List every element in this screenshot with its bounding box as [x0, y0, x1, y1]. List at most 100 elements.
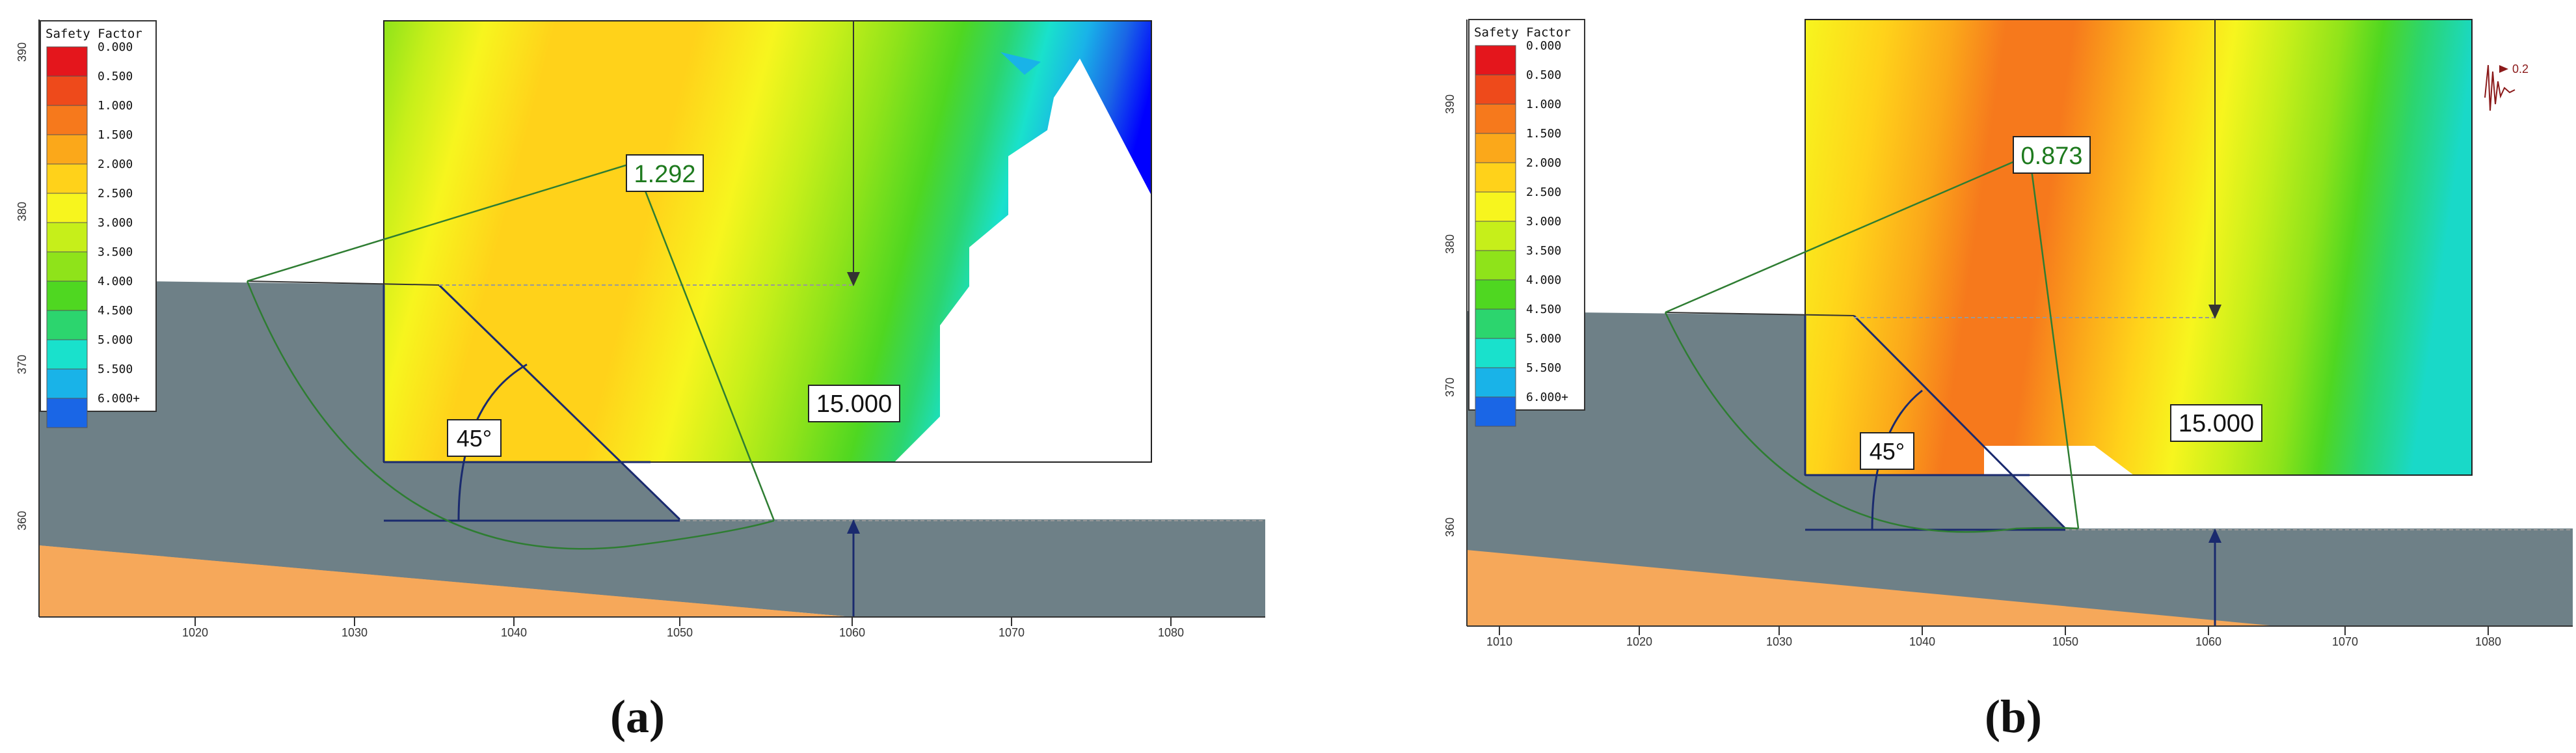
min-factor-label: 1.292 — [634, 161, 695, 188]
panel-b: 0.873 45° 15.000 0.2 1010 1020 1030 1040… — [1443, 19, 2573, 743]
x-tick-label: 1060 — [2195, 635, 2221, 648]
dimension-label-box — [2170, 404, 2262, 442]
legend-title: Safety Factor — [1474, 25, 1571, 40]
legend-label: 1.500 — [98, 128, 133, 142]
legend-label: 3.500 — [1526, 244, 1561, 258]
dimension-label: 15.000 — [816, 390, 892, 418]
legend-swatch — [1475, 279, 1516, 310]
slope-face-line — [1853, 314, 2067, 530]
x-tick-label: 1040 — [1909, 635, 1935, 648]
legend-swatch — [46, 310, 88, 340]
legend-swatch — [1475, 338, 1516, 368]
legend-swatch — [1475, 396, 1516, 427]
slip-surface-arc — [246, 281, 775, 550]
legend: Safety Factor 0.000 0.500 1.000 1.500 2.000 2… — [1468, 19, 1585, 427]
slip-radius-1 — [1665, 154, 2030, 314]
x-tick-label: 1020 — [182, 626, 208, 639]
min-factor-box — [2013, 136, 2091, 174]
y-tick-label: 390 — [1443, 94, 1456, 114]
dimension-arrow-up — [2208, 528, 2221, 543]
legend-label: 4.500 — [98, 304, 133, 318]
x-tick-label: 1050 — [2052, 635, 2078, 648]
min-factor-box — [626, 154, 704, 192]
legend-label: 3.500 — [98, 245, 133, 259]
legend-swatch — [46, 105, 88, 135]
legend-label: 2.000 — [98, 157, 133, 171]
y-tick-label: 370 — [1443, 377, 1456, 397]
contour-border — [1805, 19, 2473, 476]
legend-label: 2.500 — [1526, 185, 1561, 199]
slope-face-line — [438, 284, 681, 521]
legend-swatch — [1475, 103, 1516, 134]
contour-border — [383, 20, 1152, 463]
legend-title: Safety Factor — [46, 27, 142, 41]
seismic-coefficient-label: 0.2 — [2512, 62, 2529, 75]
x-tick-label: 1010 — [1486, 635, 1512, 648]
legend-entries: 0.000 0.500 1.000 1.500 2.000 2.500 3.000 3.500… — [1475, 39, 1568, 427]
slope-body — [1467, 311, 2573, 626]
x-tick-label: 1030 — [1766, 635, 1792, 648]
legend-swatch — [1475, 367, 1516, 398]
x-tick-label: 1070 — [2332, 635, 2358, 648]
caption-a: (a) — [610, 691, 665, 743]
legend-label: 4.500 — [1526, 303, 1561, 316]
dimension-label-box — [808, 385, 900, 422]
caption-b: (b) — [1985, 691, 2042, 743]
legend-label: 0.000 — [98, 40, 133, 54]
legend-label: 4.000 — [98, 275, 133, 288]
legend-swatch — [46, 163, 88, 194]
y-tick-label: 380 — [1443, 234, 1456, 254]
slope-crest-line — [247, 281, 440, 286]
legend-swatch — [1475, 162, 1516, 193]
slip-radius-1 — [247, 161, 635, 282]
unevaluated-region — [1984, 446, 2134, 475]
angle-label-box — [447, 419, 502, 457]
x-tick-label: 1080 — [2475, 635, 2501, 648]
legend-swatch — [46, 339, 88, 370]
x-tick-label: 1080 — [1158, 626, 1184, 639]
x-tick-label: 1030 — [342, 626, 368, 639]
legend-label: 1.000 — [98, 99, 133, 113]
legend-label: 5.500 — [98, 363, 133, 376]
x-tick-label: 1020 — [1626, 635, 1652, 648]
legend-entries: 0.000 0.500 1.000 1.500 2.000 2.500 3.000 3.500… — [46, 40, 140, 428]
legend-label: 3.000 — [98, 216, 133, 230]
lower-soil-layer — [1467, 550, 2277, 626]
legend-label: 3.000 — [1526, 215, 1561, 228]
slip-surface-arc — [1664, 312, 2079, 533]
legend-swatch — [1475, 191, 1516, 222]
legend-label: 5.000 — [98, 333, 133, 347]
contour-region — [1805, 20, 2472, 475]
slope-body — [39, 280, 1265, 617]
angle-label: 45° — [457, 425, 492, 452]
x-tick-label: 1040 — [501, 626, 527, 639]
legend-label: 2.000 — [1526, 156, 1561, 170]
legend-label: 0.500 — [1526, 68, 1561, 82]
unevaluated-notch — [1000, 52, 1041, 75]
slip-radius-2 — [633, 162, 775, 521]
x-tick-label: 1070 — [999, 626, 1025, 639]
legend-swatch — [1475, 74, 1516, 105]
angle-label-box — [1860, 432, 1914, 470]
angle-label: 45° — [1870, 438, 1905, 465]
legend-swatch — [46, 222, 88, 253]
legend-label: 0.000 — [1526, 39, 1561, 53]
dimension-arrow-up — [847, 519, 860, 534]
slope-crest-line — [1665, 312, 1855, 316]
legend-swatch — [46, 46, 88, 77]
legend-swatch — [46, 398, 88, 428]
y-tick-label: 360 — [1443, 517, 1456, 537]
legend-label: 4.000 — [1526, 273, 1561, 287]
y-tick-label: 390 — [16, 42, 29, 62]
seismic-load-icon — [2484, 64, 2516, 111]
legend-label: 1.000 — [1526, 98, 1561, 111]
x-tick-label: 1050 — [667, 626, 693, 639]
legend-swatch — [46, 368, 88, 399]
y-tick-label: 360 — [16, 511, 29, 530]
legend-swatch — [46, 134, 88, 165]
panel-a: 1.292 45° 15.000 1020 1030 1040 1050 106… — [16, 20, 1265, 743]
y-tick-label: 380 — [16, 202, 29, 221]
legend-label: 1.500 — [1526, 127, 1561, 141]
legend-label: 6.000+ — [1526, 390, 1568, 404]
slip-radius-2 — [2028, 154, 2080, 529]
